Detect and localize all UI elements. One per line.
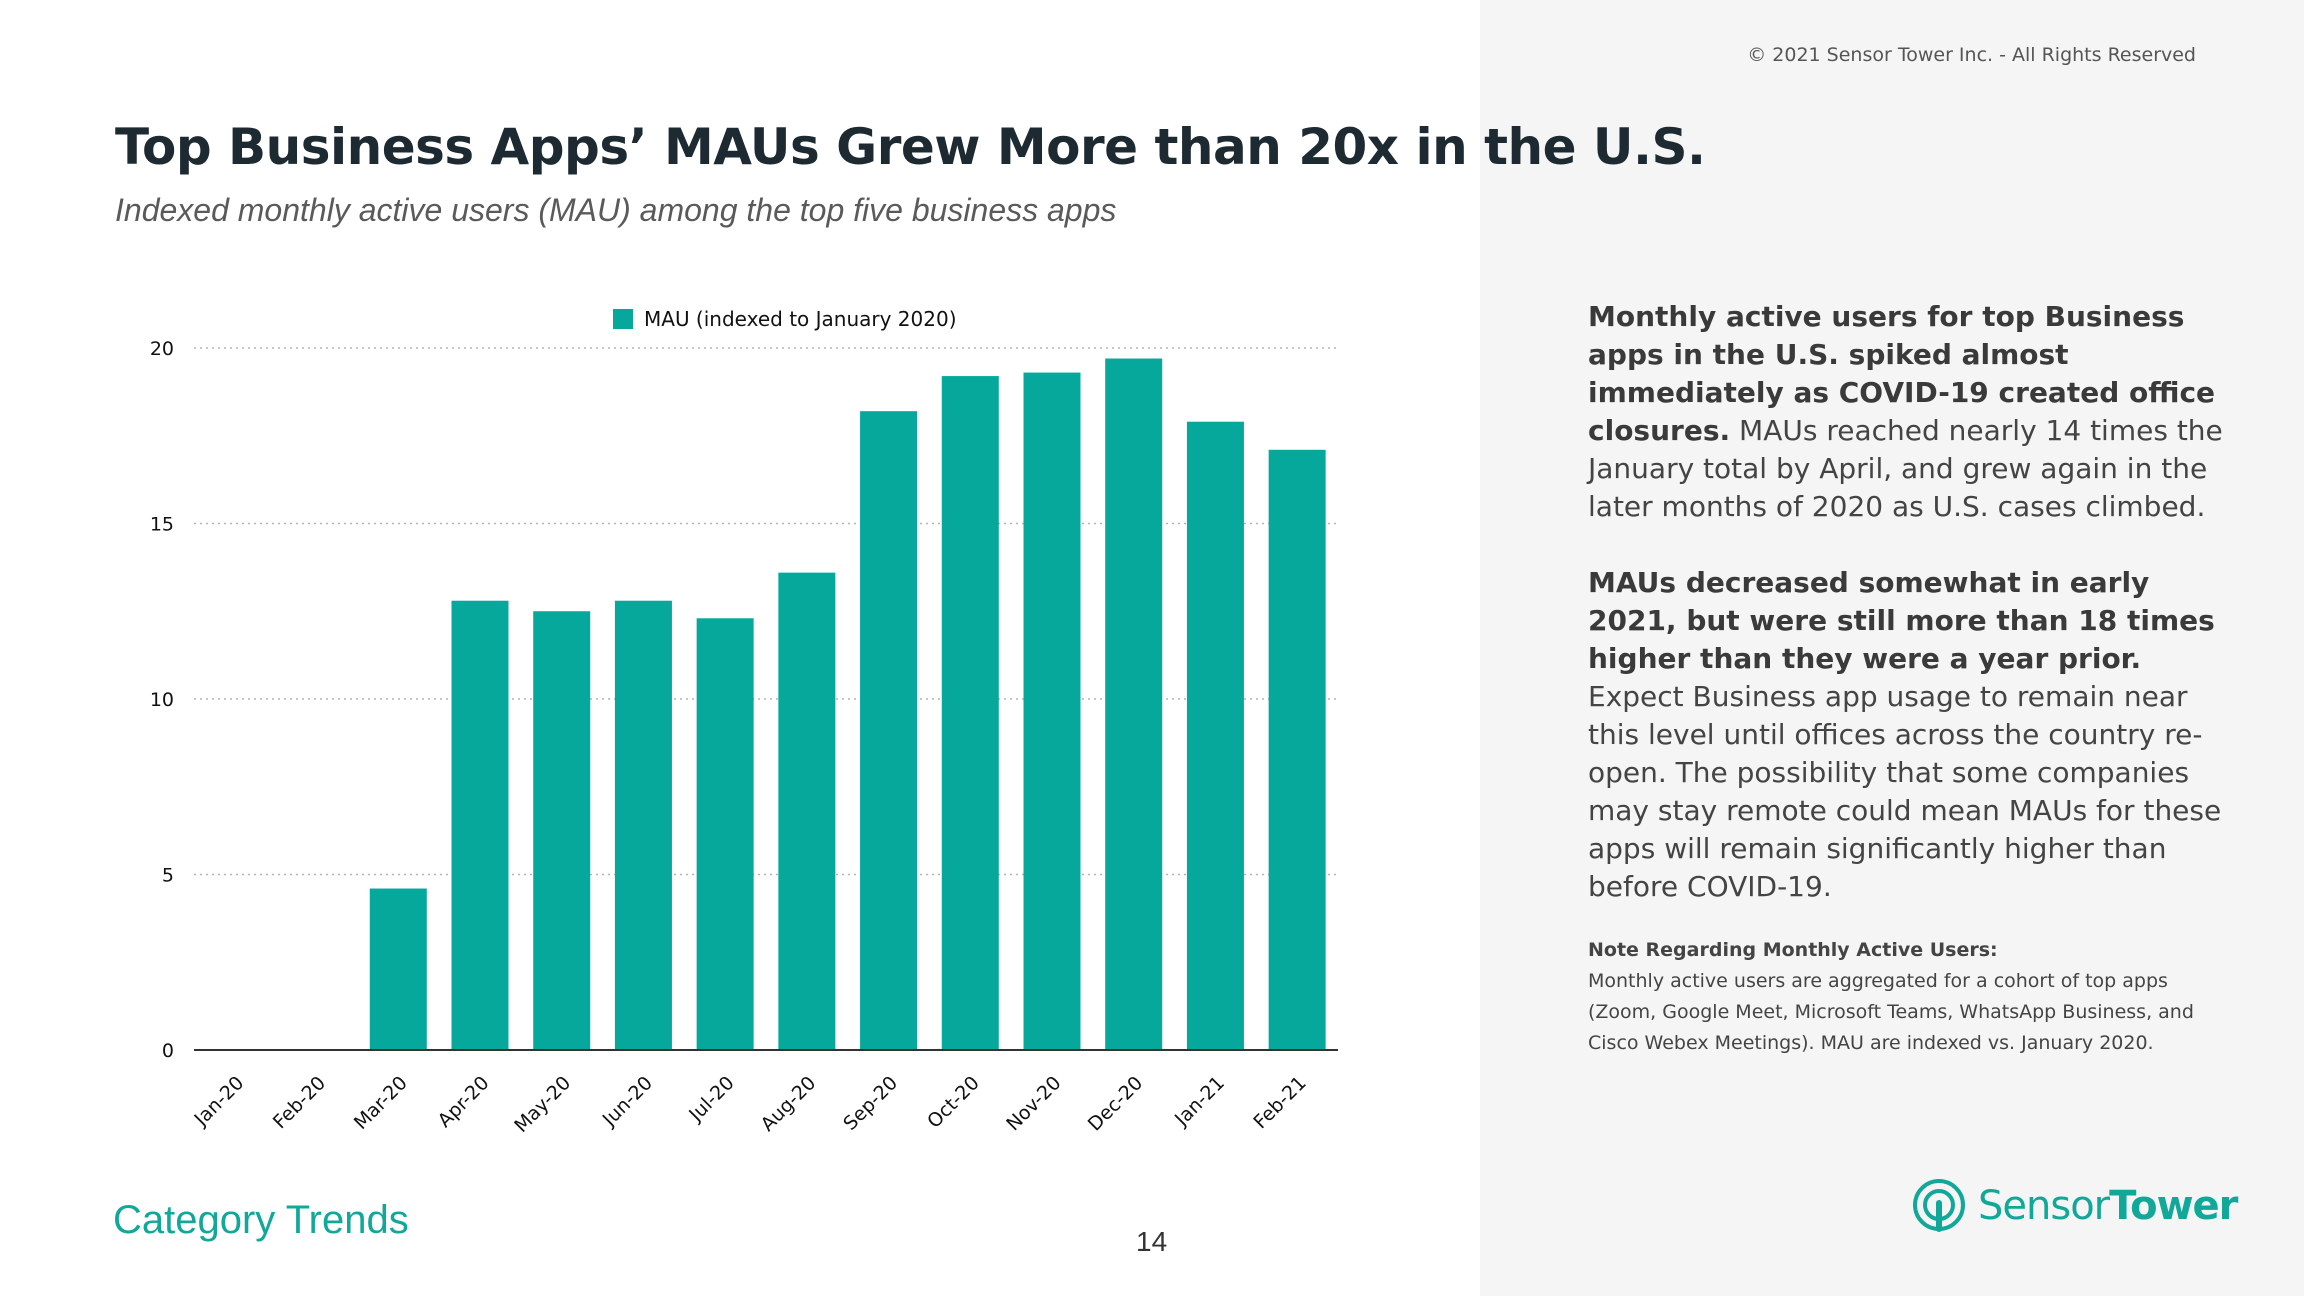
- description: Monthly active users for top Business ap…: [1588, 298, 2228, 944]
- logo-wordmark: SensorTower: [1978, 1183, 2238, 1229]
- category-label: Category Trends: [113, 1198, 409, 1242]
- sensor-tower-logo: SensorTower: [1912, 1178, 2238, 1234]
- bar: [1105, 358, 1163, 1050]
- x-tick-label: Apr-20: [434, 1072, 494, 1132]
- bar: [778, 572, 836, 1050]
- bar: [369, 888, 427, 1050]
- bar: [1268, 449, 1326, 1050]
- note-title: Note Regarding Monthly Active Users:: [1588, 939, 1998, 961]
- page-title: Top Business Apps’ MAUs Grew More than 2…: [115, 118, 1706, 176]
- y-tick-label: 15: [150, 514, 174, 536]
- legend: MAU (indexed to January 2020): [613, 307, 957, 331]
- x-tick-label: Jul-20: [684, 1072, 738, 1126]
- bar: [941, 376, 999, 1050]
- x-tick-label: Dec-20: [1084, 1072, 1148, 1136]
- page-subtitle: Indexed monthly active users (MAU) among…: [115, 192, 1117, 228]
- bar: [1186, 421, 1244, 1050]
- sidebar-panel: [1480, 0, 2304, 1296]
- x-tick-label: Feb-21: [1249, 1072, 1310, 1133]
- sensor-tower-icon: [1913, 1179, 1965, 1232]
- grid-lines: [194, 347, 1338, 876]
- bars: [369, 358, 1326, 1050]
- y-tick-label: 20: [150, 338, 174, 360]
- x-tick-label: Jan-21: [1170, 1072, 1229, 1131]
- logo-word-tower: Tower: [2109, 1183, 2238, 1229]
- x-tick-label: Sep-20: [839, 1072, 902, 1135]
- copyright-text: © 2021 Sensor Tower Inc. - All Rights Re…: [1747, 44, 2196, 66]
- y-tick-label: 5: [162, 865, 174, 887]
- bar: [696, 618, 754, 1050]
- x-tick-label: Oct-20: [923, 1072, 984, 1133]
- y-tick-label: 0: [162, 1040, 174, 1062]
- note-text: Monthly active users are aggregated for …: [1588, 970, 2194, 1054]
- y-tick-label: 10: [150, 689, 174, 711]
- x-tick-label: Jan-20: [189, 1072, 248, 1131]
- mau-bar-chart: 0 5 10 15 20 Jan-20 Feb-20 Mar-20 Apr-20 May-20 Ju…: [150, 307, 1338, 1137]
- bar: [451, 600, 509, 1050]
- x-tick-label: Feb-20: [269, 1072, 330, 1133]
- description-1-bold: Monthly active users for top Business ap…: [1588, 300, 2216, 447]
- x-tick-label: Nov-20: [1002, 1072, 1065, 1135]
- bar: [533, 611, 591, 1050]
- bar: [860, 411, 918, 1050]
- description-2-text: Expect Business app usage to remain near…: [1588, 680, 2222, 903]
- legend-swatch: [613, 309, 633, 329]
- description-paragraph-1: Monthly active users for top Business ap…: [1588, 298, 2228, 526]
- x-tick-label: May-20: [510, 1072, 575, 1137]
- description-paragraph-2: MAUs decreased somewhat in early 2021, b…: [1588, 564, 2228, 906]
- mau-note: Note Regarding Monthly Active Users: Mon…: [1588, 935, 2228, 1059]
- x-tick-label: Aug-20: [757, 1072, 821, 1136]
- bar: [614, 600, 672, 1050]
- bar: [1023, 372, 1081, 1050]
- x-tick-label: Jun-20: [598, 1072, 657, 1131]
- page-number: 14: [1136, 1226, 1168, 1257]
- logo-word-sensor: Sensor: [1978, 1183, 2110, 1229]
- legend-label: MAU (indexed to January 2020): [644, 307, 957, 331]
- x-tick-label: Mar-20: [350, 1072, 412, 1134]
- description-2-bold: MAUs decreased somewhat in early 2021, b…: [1588, 566, 2215, 675]
- description-1-text: MAUs reached nearly 14 times the January…: [1588, 414, 2223, 523]
